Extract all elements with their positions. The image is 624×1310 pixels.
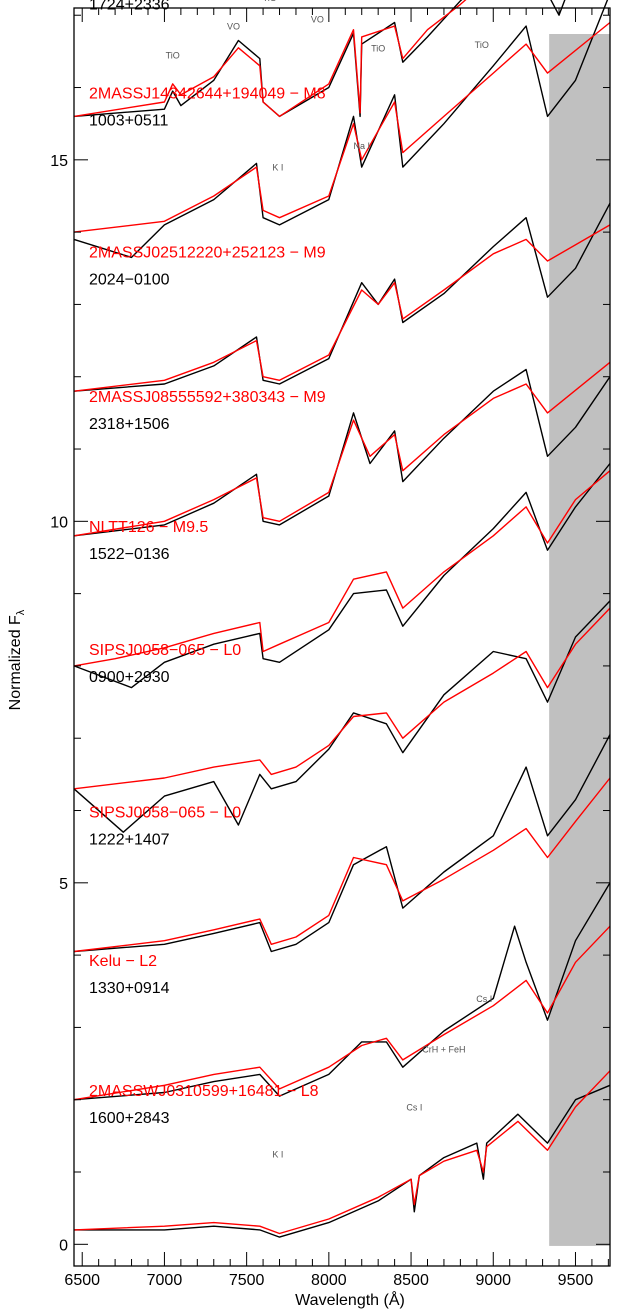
target-spectrum-6: [73, 734, 611, 953]
line-annotation-13: Cs I: [476, 994, 492, 1004]
plot-frame: [73, 7, 611, 1267]
template-spectrum-0: [73, 0, 467, 118]
x-tick-label-6: 9500: [558, 1272, 594, 1289]
target-spectrum-0: [73, 0, 566, 118]
template-spectrum-8: [73, 1070, 611, 1235]
target-spectrum-4: [73, 463, 611, 689]
template-label-3: 2MASSJ08555592+380343 − M9: [89, 389, 326, 406]
target-label-5: 0900+2930: [89, 669, 170, 686]
line-annotation-0: TiO: [166, 51, 180, 61]
x-tick-label-5: 9000: [475, 1272, 511, 1289]
y-tick-label-0: 0: [59, 1237, 68, 1254]
x-tick-label-3: 8000: [311, 1272, 347, 1289]
target-label-4: 1522−0136: [89, 546, 170, 563]
line-annotation-5: Na I: [353, 141, 370, 151]
y-tick-label-2: 10: [50, 514, 68, 531]
template-label-7: Kelu − L2: [89, 953, 157, 970]
target-label-3: 2318+1506: [89, 416, 170, 433]
target-label-7: 1330+0914: [89, 980, 170, 997]
template-label-8: 2MASSWJ0310599+16481 − L8: [89, 1083, 319, 1100]
target-spectrum-3: [73, 368, 611, 537]
line-annotation-6: K I: [272, 163, 283, 173]
line-annotation-11: Cs I: [406, 1103, 422, 1113]
template-label-4: NLTT126 − M9.5: [89, 519, 208, 536]
y-tick-label-1: 5: [59, 876, 68, 893]
template-label-6: SIPSJ0058−065 − L0: [89, 805, 241, 822]
template-spectrum-1: [73, 21, 611, 233]
target-label-6: 1222+1407: [89, 832, 170, 849]
template-spectrum-2: [73, 224, 611, 392]
x-axis-title: Wavelength (Å): [295, 1290, 405, 1309]
line-annotation-3: VO: [311, 14, 324, 24]
line-annotation-4: TiO: [371, 43, 385, 53]
line-annotation-12: CrH + FeH: [422, 1045, 465, 1055]
y-axis-title-main: Normalized F: [7, 615, 24, 710]
line-annotation-2: TiO: [263, 0, 277, 3]
target-spectrum-7: [73, 882, 611, 1101]
template-spectrum-7: [73, 925, 611, 1101]
template-label-1: 2MASSJ14342644+194049 − M8: [89, 85, 326, 102]
target-label-2: 2024−0100: [89, 271, 170, 288]
template-spectrum-6: [73, 777, 611, 953]
y-tick-label-3: 15: [50, 153, 68, 170]
line-annotation-1: VO: [227, 22, 240, 32]
template-spectrum-3: [73, 361, 611, 537]
template-spectrum-4: [73, 470, 611, 667]
target-label-8: 1600+2843: [89, 1110, 170, 1127]
x-tick-label-4: 8500: [393, 1272, 429, 1289]
template-spectrum-5: [73, 607, 611, 790]
line-annotation-10: K I: [272, 1150, 283, 1160]
y-axis-title: Normalized Fλ: [7, 609, 27, 710]
target-label-0: 1724+2336: [89, 0, 170, 14]
target-label-1: 1003+0511: [89, 112, 168, 129]
x-tick-label-2: 7500: [229, 1272, 265, 1289]
y-axis-title-subscript: λ: [15, 609, 27, 615]
template-label-5: SIPSJ0058−065 − L0: [89, 642, 241, 659]
x-tick-label-1: 7000: [147, 1272, 183, 1289]
template-label-2: 2MASSJ02512220+252123 − M9: [89, 244, 326, 261]
line-annotation-9: TiO: [475, 40, 489, 50]
x-tick-label-0: 6500: [64, 1272, 100, 1289]
